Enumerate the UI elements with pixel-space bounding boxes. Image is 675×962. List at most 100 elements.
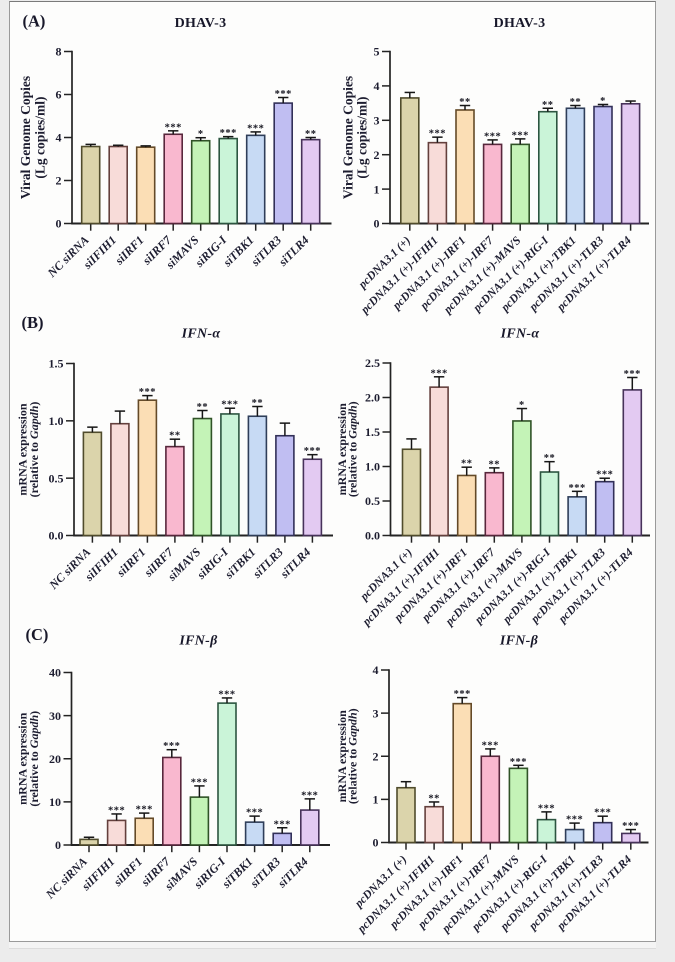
svg-text:**: ** bbox=[461, 459, 473, 470]
svg-text:mRNA expression: mRNA expression bbox=[16, 712, 30, 804]
svg-text:siTBK1: siTBK1 bbox=[221, 545, 258, 582]
svg-text:***: *** bbox=[139, 387, 156, 398]
svg-text:2: 2 bbox=[374, 148, 380, 162]
svg-text:***: *** bbox=[510, 757, 527, 768]
svg-text:***: *** bbox=[165, 122, 182, 133]
svg-text:2.0: 2.0 bbox=[365, 391, 380, 405]
svg-text:***: *** bbox=[430, 368, 447, 379]
svg-text:*: * bbox=[519, 400, 525, 411]
svg-text:8: 8 bbox=[56, 45, 62, 59]
svg-text:IFN-α: IFN-α bbox=[500, 326, 540, 341]
svg-text:siTLR4: siTLR4 bbox=[275, 233, 312, 270]
svg-text:siIRF1: siIRF1 bbox=[110, 854, 145, 889]
svg-text:mRNA expression: mRNA expression bbox=[16, 403, 30, 495]
svg-text:***: *** bbox=[484, 131, 501, 142]
svg-text:***: *** bbox=[429, 129, 446, 140]
svg-text:IFN-β: IFN-β bbox=[178, 633, 218, 648]
svg-text:**: ** bbox=[428, 793, 440, 804]
svg-text:siIRF1: siIRF1 bbox=[113, 545, 148, 580]
svg-text:Viral Genome Copies: Viral Genome Copies bbox=[341, 76, 356, 199]
svg-text:**: ** bbox=[542, 100, 554, 111]
svg-text:mRNA expression: mRNA expression bbox=[335, 710, 349, 802]
svg-text:1.5: 1.5 bbox=[49, 357, 64, 371]
svg-text:(relative to Gapdh): (relative to Gapdh) bbox=[27, 711, 41, 807]
svg-text:mRNA expression: mRNA expression bbox=[335, 403, 349, 495]
svg-text:***: *** bbox=[246, 808, 263, 819]
svg-text:**: ** bbox=[489, 459, 501, 470]
svg-text:IFN-α: IFN-α bbox=[181, 326, 221, 341]
svg-text:siTLR4: siTLR4 bbox=[277, 545, 314, 582]
svg-text:4: 4 bbox=[56, 131, 62, 145]
svg-text:**: ** bbox=[459, 97, 471, 108]
svg-text:0.0: 0.0 bbox=[365, 529, 380, 543]
svg-text:***: *** bbox=[482, 740, 499, 751]
svg-text:***: *** bbox=[163, 741, 180, 752]
svg-text:**: ** bbox=[252, 398, 264, 409]
svg-text:siTBK1: siTBK1 bbox=[220, 233, 257, 270]
svg-text:***: *** bbox=[454, 689, 471, 700]
svg-text:(Lg copies/ml): (Lg copies/ml) bbox=[33, 96, 48, 178]
svg-text:***: *** bbox=[108, 805, 125, 816]
svg-text:siIRF1: siIRF1 bbox=[111, 233, 146, 268]
svg-text:***: *** bbox=[512, 130, 529, 141]
svg-text:**: ** bbox=[169, 431, 181, 442]
svg-text:2: 2 bbox=[56, 174, 62, 188]
svg-text:***: *** bbox=[596, 470, 613, 481]
svg-text:***: *** bbox=[304, 446, 321, 457]
svg-text:IFN-β: IFN-β bbox=[499, 633, 539, 648]
svg-text:siRIG-I: siRIG-I bbox=[190, 853, 228, 891]
svg-text:***: *** bbox=[220, 128, 237, 139]
svg-text:siTBK1: siTBK1 bbox=[219, 854, 256, 891]
svg-text:***: *** bbox=[247, 123, 264, 134]
svg-text:5: 5 bbox=[374, 45, 380, 59]
svg-text:1: 1 bbox=[373, 793, 379, 807]
svg-text:***: *** bbox=[624, 369, 641, 380]
svg-text:2: 2 bbox=[373, 749, 379, 763]
svg-text:***: *** bbox=[568, 483, 585, 494]
svg-text:4: 4 bbox=[374, 79, 380, 93]
svg-text:1: 1 bbox=[374, 182, 380, 196]
svg-text:*: * bbox=[600, 96, 606, 107]
svg-text:**: ** bbox=[305, 129, 317, 140]
svg-text:***: *** bbox=[301, 790, 318, 801]
svg-text:Viral Genome Copies: Viral Genome Copies bbox=[18, 76, 33, 199]
svg-text:**: ** bbox=[197, 402, 209, 413]
svg-text:0: 0 bbox=[55, 838, 61, 852]
svg-text:***: *** bbox=[136, 805, 153, 816]
svg-text:(Lg copies/ml): (Lg copies/ml) bbox=[355, 96, 370, 178]
svg-text:siTLR3: siTLR3 bbox=[249, 545, 286, 582]
svg-text:6: 6 bbox=[56, 88, 62, 102]
svg-text:***: *** bbox=[566, 815, 583, 826]
svg-text:DHAV-3: DHAV-3 bbox=[175, 16, 227, 31]
svg-text:(relative to Gapdh): (relative to Gapdh) bbox=[346, 401, 360, 497]
svg-text:***: *** bbox=[218, 689, 235, 700]
svg-text:*: * bbox=[198, 129, 204, 140]
svg-text:(C): (C) bbox=[26, 625, 49, 644]
svg-text:siTLR3: siTLR3 bbox=[247, 854, 284, 891]
svg-text:(A): (A) bbox=[23, 11, 46, 30]
svg-text:0.0: 0.0 bbox=[49, 529, 64, 543]
svg-text:4: 4 bbox=[373, 663, 379, 677]
svg-text:1.5: 1.5 bbox=[365, 425, 380, 439]
svg-text:***: *** bbox=[221, 400, 238, 411]
svg-text:siTLR3: siTLR3 bbox=[248, 233, 285, 270]
svg-text:(B): (B) bbox=[22, 313, 44, 332]
svg-text:***: *** bbox=[622, 821, 639, 832]
svg-text:DHAV-3: DHAV-3 bbox=[494, 16, 546, 31]
svg-text:0.5: 0.5 bbox=[49, 471, 64, 485]
svg-text:1.0: 1.0 bbox=[365, 460, 380, 474]
svg-text:40: 40 bbox=[49, 666, 61, 680]
svg-text:30: 30 bbox=[49, 709, 61, 723]
svg-text:0: 0 bbox=[56, 217, 62, 231]
svg-text:2.5: 2.5 bbox=[365, 356, 380, 370]
svg-text:***: *** bbox=[594, 808, 611, 819]
svg-text:siTLR4: siTLR4 bbox=[274, 854, 311, 891]
svg-text:(relative to Gapdh): (relative to Gapdh) bbox=[27, 402, 41, 498]
svg-text:3: 3 bbox=[374, 114, 380, 128]
svg-text:0.5: 0.5 bbox=[365, 494, 380, 508]
svg-text:**: ** bbox=[544, 453, 556, 464]
svg-text:3: 3 bbox=[373, 706, 379, 720]
svg-text:(relative to Gapdh): (relative to Gapdh) bbox=[346, 708, 360, 804]
svg-text:***: *** bbox=[274, 819, 291, 830]
svg-text:20: 20 bbox=[49, 752, 61, 766]
